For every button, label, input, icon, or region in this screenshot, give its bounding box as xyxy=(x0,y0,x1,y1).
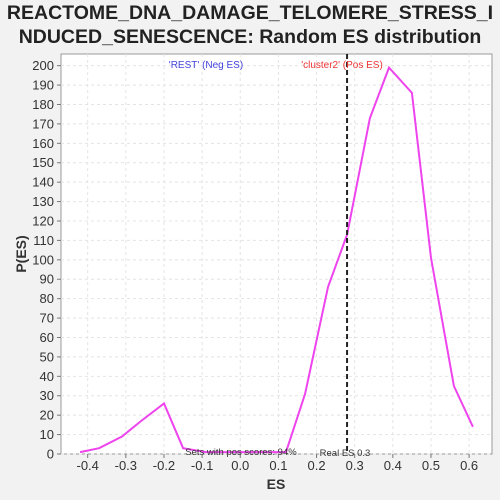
y-tick-label: 140 xyxy=(32,175,54,190)
x-tick-label: -0.4 xyxy=(76,458,98,473)
x-tick-label: -0.2 xyxy=(153,458,175,473)
grid-lines xyxy=(61,54,492,455)
y-tick-label: 20 xyxy=(40,408,54,423)
plot-area xyxy=(60,53,493,455)
x-tick-label: -0.1 xyxy=(191,458,213,473)
y-tick-label: 190 xyxy=(32,78,54,93)
x-tick-label: 0.6 xyxy=(460,458,478,473)
x-tick-label: 0.1 xyxy=(269,458,287,473)
y-tick-label: 70 xyxy=(40,311,54,326)
y-tick-label: 0 xyxy=(47,447,54,462)
y-tick-label: 60 xyxy=(40,330,54,345)
y-tick-label: 150 xyxy=(32,155,54,170)
x-axis-label: ES xyxy=(267,476,286,492)
es-distribution-line xyxy=(79,65,474,454)
y-tick-label: 120 xyxy=(32,213,54,228)
x-tick-label: 0.5 xyxy=(422,458,440,473)
y-tick-label: 180 xyxy=(32,97,54,112)
y-tick-label: 90 xyxy=(40,272,54,287)
y-tick-label: 50 xyxy=(40,349,54,364)
y-axis-label: P(ES) xyxy=(13,235,29,272)
y-tick-label: 110 xyxy=(33,233,54,248)
pos-scores-annotation: Sets with pos scores: 94% xyxy=(185,447,297,458)
y-tick-label: 10 xyxy=(40,427,54,442)
chart-title-line-2: NDUCED_SENESCENCE: Random ES distributio… xyxy=(18,26,482,48)
y-tick-label: 200 xyxy=(32,58,54,73)
x-tick-label: 0.0 xyxy=(231,458,249,473)
y-tick-label: 160 xyxy=(32,136,54,151)
x-tick-label: 0.2 xyxy=(308,458,326,473)
y-tick-label: 40 xyxy=(40,369,54,384)
y-tick-label: 100 xyxy=(32,252,54,267)
y-tick-label: 130 xyxy=(32,194,54,209)
neg-es-label: 'REST' (Neg ES) xyxy=(169,60,243,71)
y-axis-ticks: 0 10 20 30 40 50 60 70 80 90 100 110 120 130 140 150 160… xyxy=(32,58,61,462)
y-tick-label: 80 xyxy=(40,291,54,306)
real-es-annotation: Real ES 0.3 xyxy=(320,448,371,459)
x-tick-label: 0.4 xyxy=(384,458,402,473)
pos-es-label: 'cluster2' (Pos ES) xyxy=(301,60,383,71)
chart-title-line-1: REACTOME_DNA_DAMAGE_TELOMERE_STRESS_I xyxy=(6,2,494,24)
y-tick-label: 170 xyxy=(32,116,54,131)
x-axis-ticks: -0.4 -0.3 -0.2 -0.1 0.0 0.1 0.2 0.3 0.4 0.5 0.6 xyxy=(76,454,478,473)
x-tick-label: 0.3 xyxy=(346,458,364,473)
chart-title: REACTOME_DNA_DAMAGE_TELOMERE_STRESS_I ND… xyxy=(0,0,500,49)
y-tick-label: 30 xyxy=(40,388,54,403)
x-tick-label: -0.3 xyxy=(115,458,137,473)
